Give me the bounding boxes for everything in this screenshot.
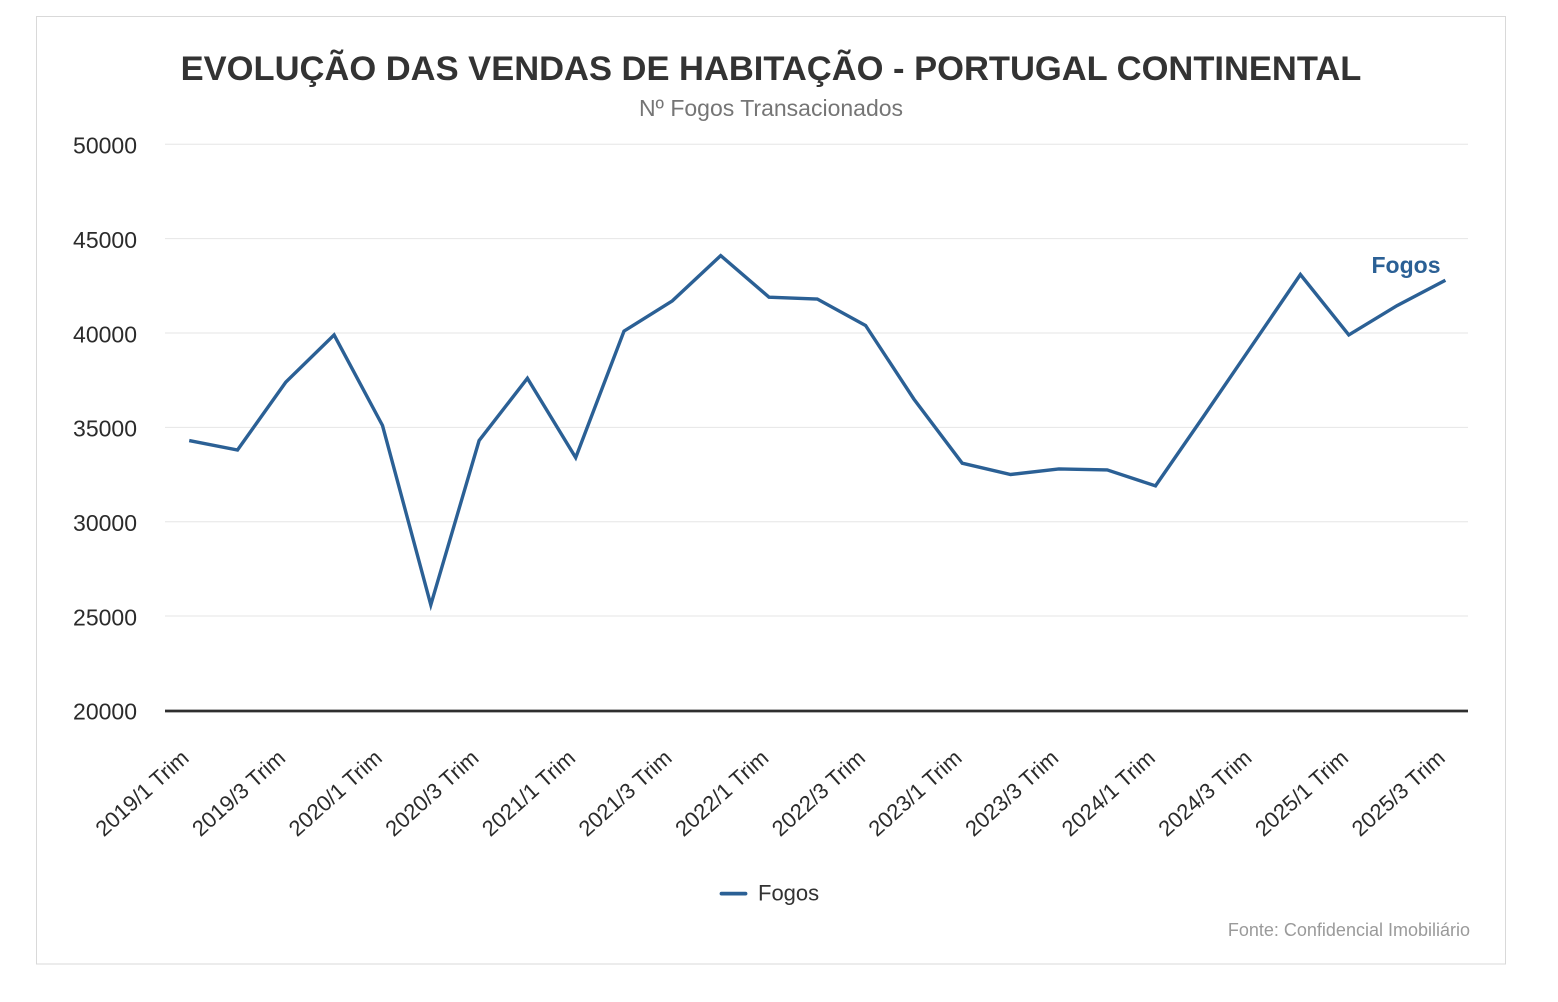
- svg-text:30000: 30000: [73, 510, 137, 536]
- svg-text:Fonte: Confidencial Imobiliári: Fonte: Confidencial Imobiliário: [1228, 920, 1470, 940]
- svg-text:40000: 40000: [73, 321, 137, 347]
- svg-text:Fogos: Fogos: [758, 881, 819, 906]
- svg-text:EVOLUÇÃO DAS VENDAS DE HABITAÇ: EVOLUÇÃO DAS VENDAS DE HABITAÇÃO - PORTU…: [181, 49, 1362, 88]
- svg-text:20000: 20000: [73, 699, 137, 725]
- svg-text:25000: 25000: [73, 604, 137, 630]
- svg-text:45000: 45000: [73, 227, 137, 253]
- svg-text:Fogos: Fogos: [1372, 252, 1441, 278]
- svg-text:50000: 50000: [73, 133, 137, 159]
- svg-text:35000: 35000: [73, 416, 137, 442]
- svg-text:Nº Fogos Transacionados: Nº Fogos Transacionados: [639, 95, 903, 121]
